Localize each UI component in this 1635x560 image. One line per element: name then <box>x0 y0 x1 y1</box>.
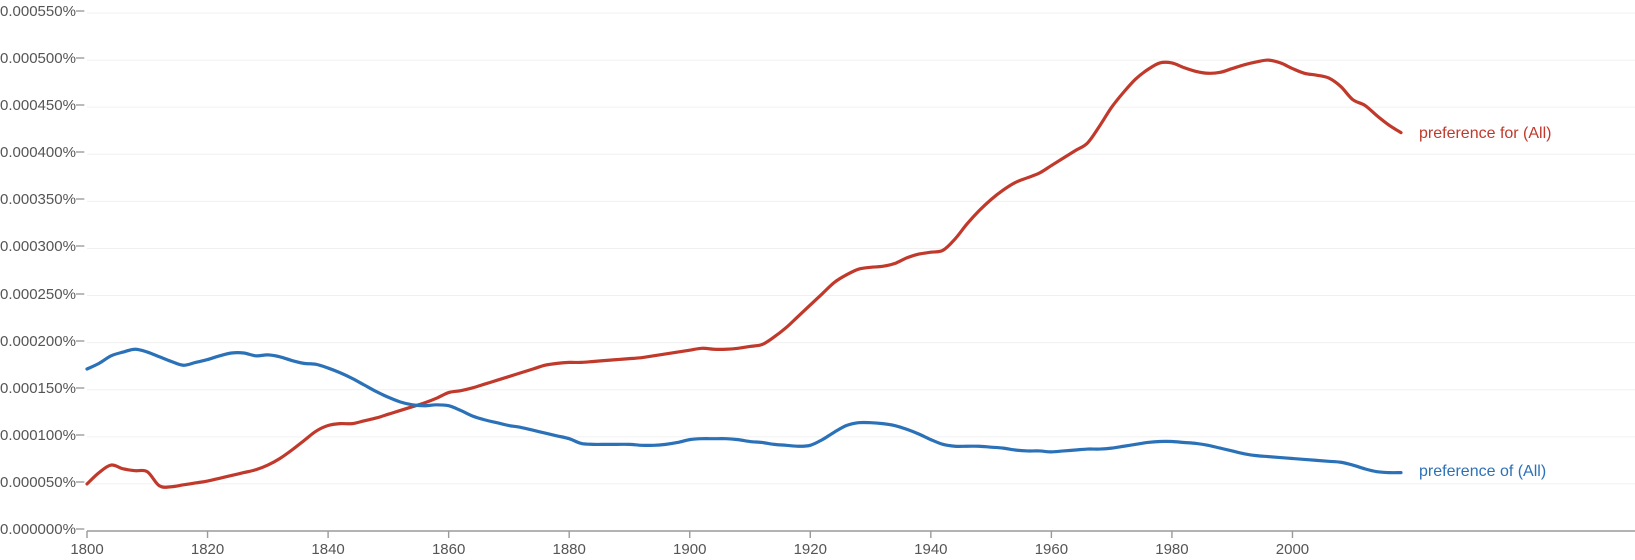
y-axis-tick-label: 0.000500% <box>0 50 76 68</box>
x-axis-tick-label: 1940 <box>914 541 948 558</box>
y-axis-tick-label: 0.000250% <box>0 285 76 303</box>
y-axis-tick-mark: – <box>76 378 85 396</box>
x-axis-tick-label: 1800 <box>70 541 104 558</box>
y-axis-tick-label: 0.000300% <box>0 238 76 256</box>
y-axis-tick-label: 0.000050% <box>0 473 76 491</box>
x-axis-tick-label: 1920 <box>793 541 827 558</box>
y-axis-tick-label: 0.000000% <box>0 521 76 538</box>
y-axis-tick-label: 0.000200% <box>0 332 76 350</box>
x-axis-ticks <box>86 531 1294 538</box>
series-line-preference-of <box>85 347 1403 475</box>
y-axis-tick-mark: – <box>76 425 85 443</box>
y-axis-tick-label: 0.000400% <box>0 144 76 162</box>
y-axis-tick-label: 0.000550% <box>0 3 76 20</box>
y-axis-tick-mark: – <box>76 96 85 114</box>
y-axis-tick-mark: – <box>76 49 85 67</box>
y-axis-tick-mark: – <box>76 331 85 349</box>
x-axis-tick-label: 2000 <box>1275 541 1310 558</box>
y-axis-tick-label: 0.000100% <box>0 426 76 444</box>
series-label-preference-of[interactable]: preference of (All) <box>1419 462 1547 480</box>
y-axis-tick-label: 0.000450% <box>0 97 76 115</box>
series-line-preference-for <box>85 58 1403 489</box>
y-axis-tick-mark: – <box>76 143 85 161</box>
gridlines <box>87 12 1635 485</box>
y-axis-tick-mark: – <box>76 190 85 208</box>
series-label-preference-for[interactable]: preference for (All) <box>1419 125 1552 143</box>
x-axis-tick-label: 1840 <box>311 541 345 558</box>
y-axis-tick-mark: – <box>76 520 85 537</box>
x-axis-tick-label: 1960 <box>1034 541 1069 558</box>
x-axis-tick-label: 1880 <box>552 541 586 558</box>
y-axis-tick-mark: – <box>76 237 85 255</box>
y-axis-tick-label: 0.000150% <box>0 379 76 397</box>
x-axis-tick-label: 1860 <box>431 541 466 558</box>
y-axis-tick-mark: – <box>76 472 85 490</box>
x-axis-tick-label: 1900 <box>673 541 707 558</box>
x-axis-tick-label: 1820 <box>190 541 225 558</box>
y-axis-tick-mark: – <box>76 2 85 19</box>
y-axis-tick-mark: – <box>76 284 85 302</box>
x-axis-tick-label: 1980 <box>1155 541 1189 558</box>
y-axis-tick-label: 0.000350% <box>0 191 76 209</box>
